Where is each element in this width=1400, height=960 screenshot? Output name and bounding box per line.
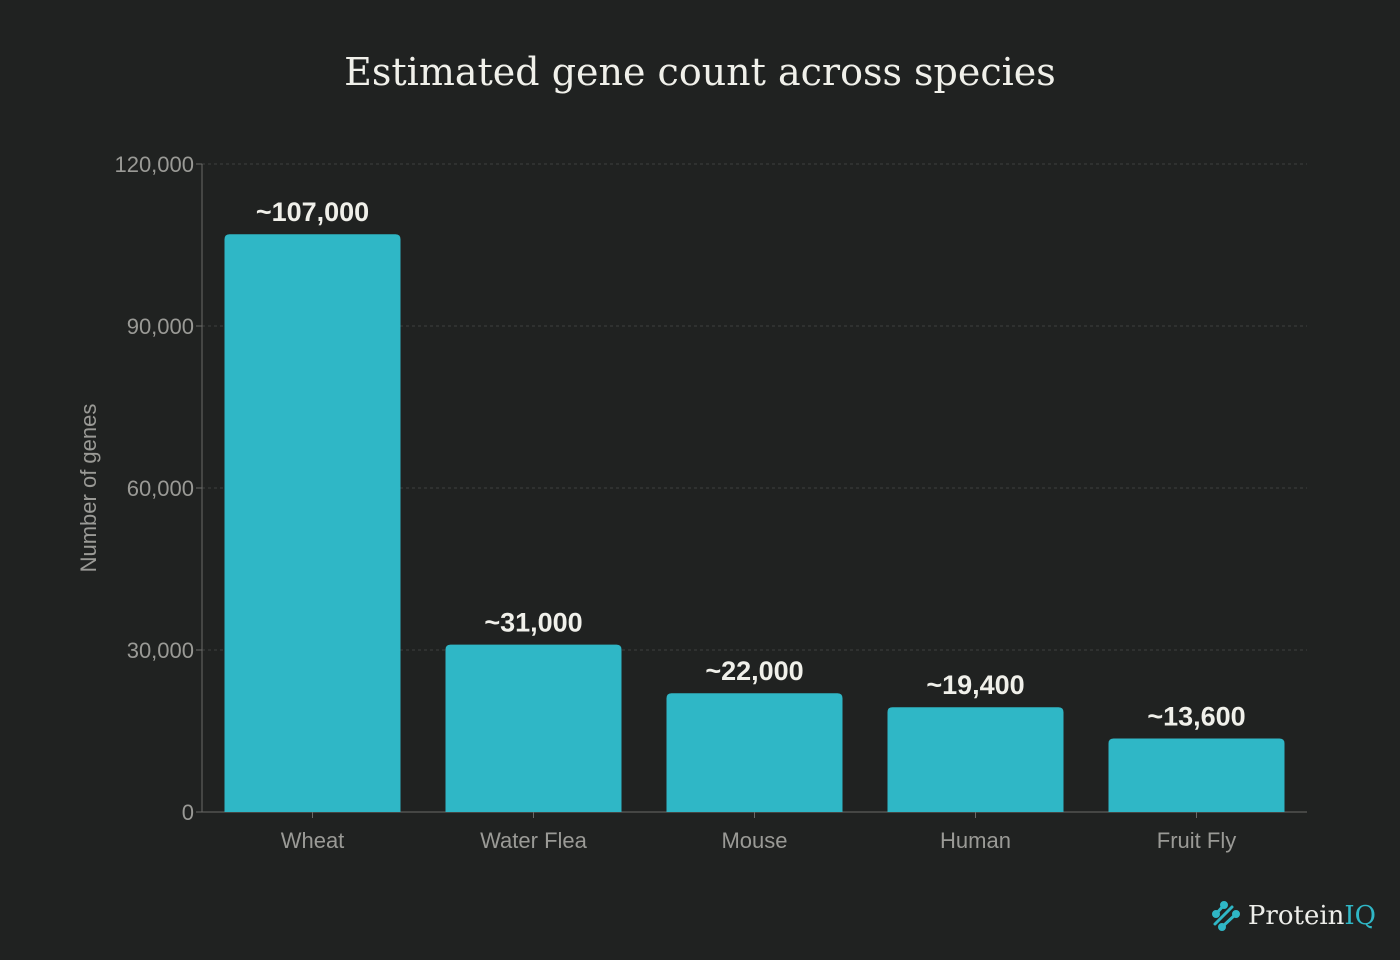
proteiniq-logo: ProteinIQ (1210, 900, 1376, 932)
y-axis-label: Number of genes (76, 404, 101, 573)
logo-text-accent: IQ (1344, 901, 1376, 931)
x-tick-label: Water Flea (480, 828, 588, 853)
x-tick-label: Mouse (721, 828, 787, 853)
chart-title: Estimated gene count across species (344, 50, 1056, 94)
bar-fruit-fly (1108, 738, 1285, 812)
x-tick-label: Human (940, 828, 1011, 853)
data-label: ~19,400 (926, 670, 1024, 700)
bar-human (887, 707, 1064, 812)
y-tick-label: 0 (182, 800, 194, 825)
logo-icon (1211, 901, 1240, 931)
x-tick-label: Wheat (281, 828, 345, 853)
data-label: ~107,000 (256, 197, 369, 227)
y-tick-label: 120,000 (114, 152, 194, 177)
bar-water-flea (445, 644, 622, 812)
y-tick-label: 90,000 (127, 314, 194, 339)
bar-mouse (666, 693, 843, 812)
bar-wheat (224, 234, 401, 812)
x-tick-label: Fruit Fly (1157, 828, 1236, 853)
data-label: ~22,000 (705, 656, 803, 686)
data-label: ~13,600 (1147, 702, 1245, 732)
data-label: ~31,000 (484, 608, 582, 638)
y-tick-label: 30,000 (127, 638, 194, 663)
y-tick-label: 60,000 (127, 476, 194, 501)
logo-text: Protein (1247, 901, 1345, 931)
